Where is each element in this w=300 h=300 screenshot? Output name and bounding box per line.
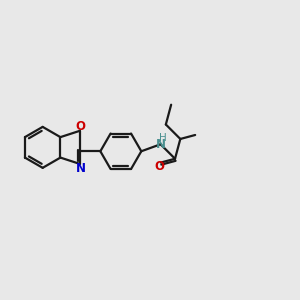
Text: O: O <box>154 160 164 173</box>
Text: N: N <box>76 162 86 176</box>
Text: N: N <box>155 138 166 151</box>
Text: O: O <box>75 120 85 133</box>
Text: H: H <box>159 133 167 143</box>
